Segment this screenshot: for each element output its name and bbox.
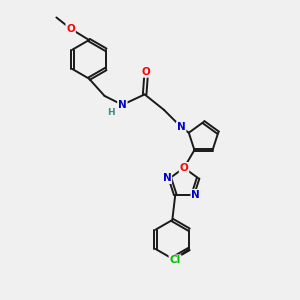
Text: O: O xyxy=(180,163,188,173)
Text: Cl: Cl xyxy=(169,255,181,265)
Text: O: O xyxy=(142,67,151,77)
Text: N: N xyxy=(163,173,171,183)
Text: N: N xyxy=(118,100,127,110)
Text: N: N xyxy=(177,122,186,132)
Text: O: O xyxy=(66,24,75,34)
Text: N: N xyxy=(191,190,200,200)
Text: H: H xyxy=(107,108,115,117)
